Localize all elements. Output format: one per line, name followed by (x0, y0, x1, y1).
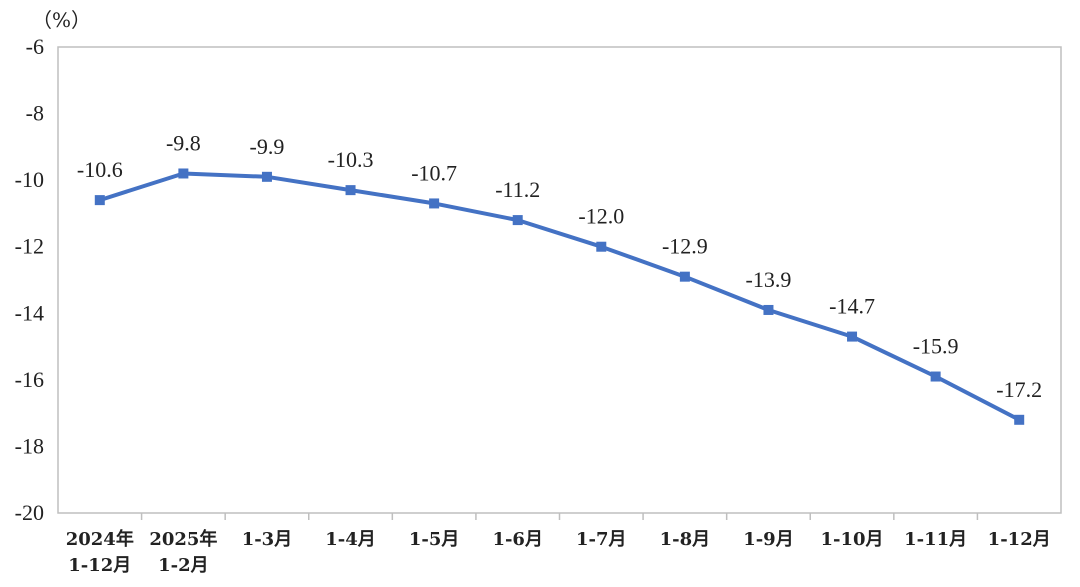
data-point-marker (178, 168, 189, 179)
x-tick-label: 1-3月 (242, 529, 293, 550)
data-label: -11.2 (495, 177, 540, 202)
series-line (97, 171, 1022, 422)
y-tick-label: -16 (15, 367, 44, 392)
y-tick-label: -10 (15, 167, 44, 192)
data-label: -10.7 (411, 160, 457, 185)
y-tick-label: -14 (15, 300, 44, 325)
y-tick-label: -20 (15, 500, 44, 525)
x-axis: 2024年 1-12月 2025年 1-2月 1-3月 1-4月 1-5月 1-6月 1-7月 1… (66, 513, 1051, 576)
data-label: -12.9 (662, 234, 708, 259)
data-point-marker (261, 171, 272, 182)
data-label: -12.0 (578, 204, 624, 229)
x-tick-label: 1-12月 (68, 555, 131, 576)
data-label: -14.7 (829, 294, 875, 319)
data-point-marker (94, 195, 105, 206)
plot-area-frame (57, 46, 1062, 514)
y-axis: -6 -8 -10 -12 -14 -16 -18 -20 (15, 34, 44, 525)
data-point-marker (930, 371, 941, 382)
x-tick-label: 1-2月 (158, 555, 209, 576)
x-tick-label: 1-11月 (904, 529, 967, 550)
data-point-marker (512, 215, 523, 226)
series-line-group (94, 168, 1025, 425)
x-tick-label: 1-12月 (988, 529, 1051, 550)
x-tick-label: 1-5月 (409, 529, 460, 550)
data-label: -9.9 (250, 134, 285, 159)
data-label-group: -10.6 -9.8 -9.9 -10.3 -10.7 -11.2 -12.0 -12.9 -1… (77, 130, 1042, 401)
y-tick-label: -6 (26, 34, 44, 59)
y-axis-unit-label: （%） (32, 8, 91, 32)
x-tick-label: 2025年 (149, 528, 217, 550)
data-label: -17.2 (996, 377, 1042, 402)
data-point-marker (679, 271, 690, 282)
data-label: -10.6 (77, 157, 123, 182)
y-tick-label: -8 (26, 101, 44, 126)
data-point-marker (1014, 414, 1025, 425)
data-label: -9.8 (166, 130, 201, 155)
data-point-marker (847, 331, 858, 342)
data-label: -15.9 (913, 334, 959, 359)
x-tick-label: 1-6月 (492, 529, 543, 550)
x-tick-label: 1-9月 (743, 529, 794, 550)
x-tick-label: 1-8月 (660, 529, 711, 550)
data-label: -13.9 (746, 267, 792, 292)
x-tick-label: 2024年 (66, 528, 134, 550)
data-point-marker (345, 185, 356, 196)
data-point-marker (429, 198, 440, 209)
x-tick-label: 1-7月 (576, 529, 627, 550)
y-tick-label: -12 (15, 234, 44, 259)
data-point-marker (596, 241, 607, 252)
y-tick-label: -18 (15, 433, 44, 458)
x-tick-label: 1-10月 (821, 529, 884, 550)
data-label: -10.3 (328, 147, 374, 172)
x-tick-label: 1-4月 (325, 529, 376, 550)
data-point-marker (763, 304, 774, 315)
